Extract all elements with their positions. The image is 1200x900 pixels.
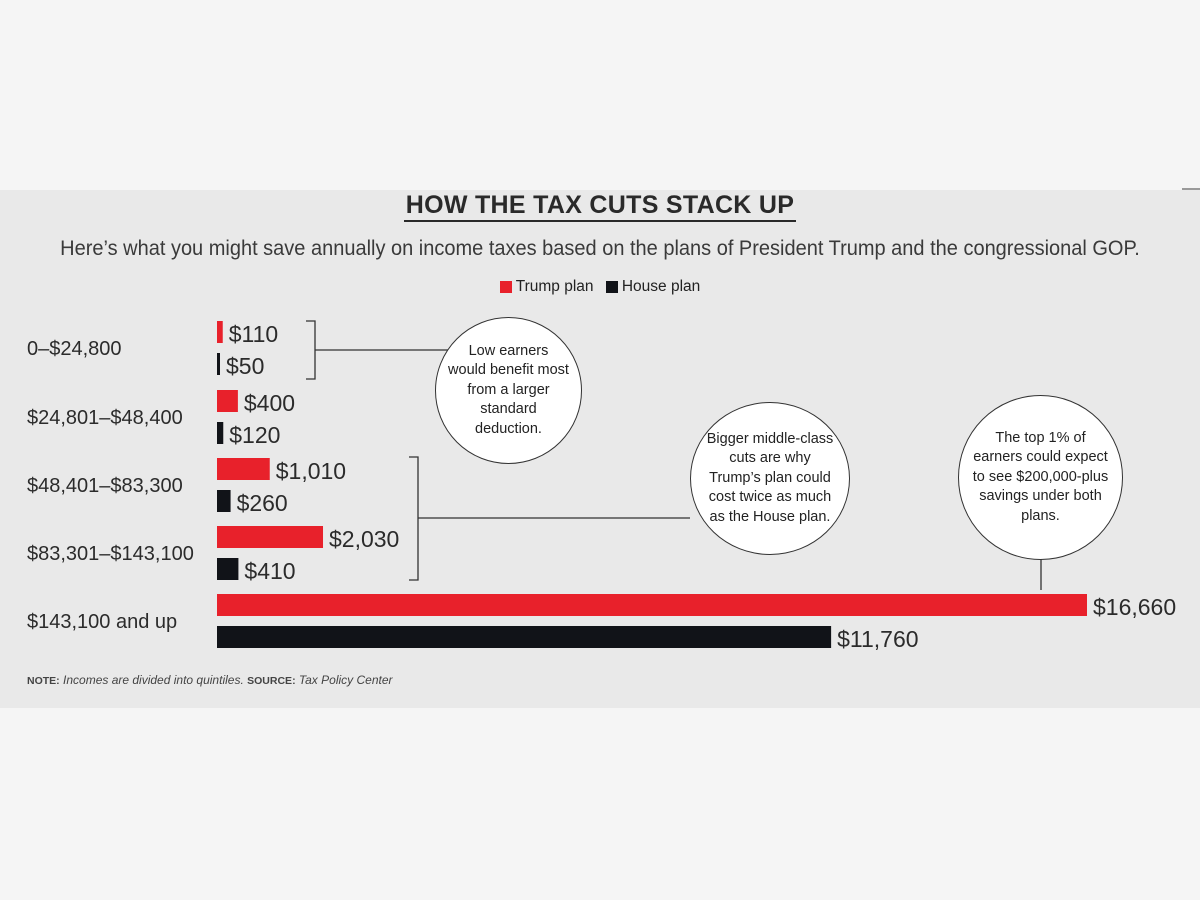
chart-title-text: HOW THE TAX CUTS STACK UP — [403, 191, 797, 222]
data-label-trump: $1,010 — [276, 458, 346, 484]
panel-edge-mark — [1182, 188, 1200, 190]
bracket-middle-class — [409, 456, 419, 581]
note-label: NOTE: — [27, 675, 60, 687]
data-label-house: $260 — [237, 490, 288, 516]
bar-house — [217, 626, 832, 648]
data-label-trump: $400 — [244, 390, 295, 416]
bar-trump — [217, 458, 270, 480]
bar-trump — [217, 594, 1087, 616]
bracket-low-earners — [306, 320, 316, 380]
bar-marks: 0–$24,800 $110 $50 $24,801–$48,400 $400 $120 $… — [27, 321, 1176, 652]
callout-top-earners: The top 1% of earners could expect to se… — [958, 395, 1123, 560]
source-label: SOURCE: — [247, 675, 296, 687]
bar-house — [217, 490, 231, 512]
data-label-trump: $110 — [229, 321, 278, 347]
legend-item-house: House plan — [605, 278, 701, 296]
data-label-house: $120 — [229, 422, 280, 448]
bar-house — [217, 353, 220, 375]
legend-swatch-house — [605, 281, 618, 293]
category-label: $143,100 and up — [27, 611, 177, 633]
callout-connectors — [306, 320, 1042, 590]
data-label-house: $410 — [244, 558, 295, 584]
callout-low-earners: Low earners would benefit most from a la… — [435, 317, 582, 464]
note-text: Incomes are divided into quintiles. — [63, 673, 244, 687]
bar-trump — [217, 390, 238, 412]
callout-middle-class: Bigger middle-class cuts are why Trump’s… — [690, 402, 850, 555]
bar-trump — [217, 321, 223, 343]
category-label: $83,301–$143,100 — [27, 543, 194, 565]
legend: Trump plan House plan — [0, 278, 1200, 298]
source-text: Tax Policy Center — [298, 673, 393, 687]
chart-note: NOTE: Incomes are divided into quintiles… — [27, 673, 393, 687]
category-label: 0–$24,800 — [27, 338, 122, 360]
category-label: $48,401–$83,300 — [27, 475, 183, 497]
data-label-house: $11,760 — [837, 626, 918, 652]
legend-swatch-trump — [499, 281, 512, 293]
data-label-trump: $16,660 — [1093, 594, 1176, 620]
bar-trump — [217, 526, 324, 548]
data-label-house: $50 — [226, 353, 264, 379]
chart-subtitle: Here’s what you might save annually on i… — [60, 236, 1140, 260]
category-label: $24,801–$48,400 — [27, 407, 183, 429]
legend-item-trump: Trump plan — [499, 278, 594, 296]
data-label-trump: $2,030 — [329, 526, 399, 552]
legend-label-trump: Trump plan — [515, 278, 594, 295]
bar-house — [217, 422, 224, 444]
legend-label-house: House plan — [621, 278, 701, 295]
chart-title: HOW THE TAX CUTS STACK UP — [0, 191, 1200, 222]
bar-house — [217, 558, 239, 580]
